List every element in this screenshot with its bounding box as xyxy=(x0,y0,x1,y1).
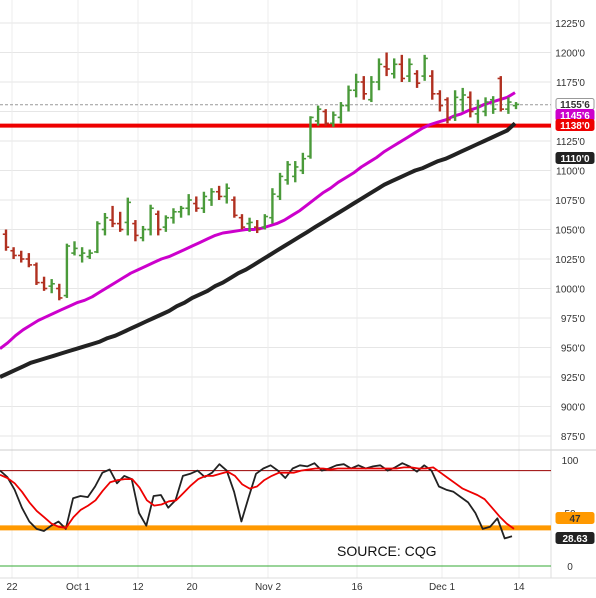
y-tick-label: 925'0 xyxy=(561,373,586,384)
x-tick-label: Nov 2 xyxy=(255,582,282,593)
y-tick-label: 975'0 xyxy=(561,314,586,325)
reference-lines xyxy=(0,104,551,567)
price-badge-label: 1110'0 xyxy=(560,154,590,165)
osc-y-tick-label: 0 xyxy=(567,562,573,573)
y-tick-label: 1125'0 xyxy=(556,137,585,148)
source-note: SOURCE: CQG xyxy=(337,543,437,559)
x-tick-label: Dec 1 xyxy=(429,582,456,593)
osc-badge-bg xyxy=(555,532,595,544)
moving-average-lines xyxy=(0,91,517,379)
osc-badge-bg xyxy=(555,512,595,524)
y-tick-label: 875'0 xyxy=(561,432,586,443)
y-tick-label: 900'0 xyxy=(561,403,586,414)
y-tick-label: 1225'0 xyxy=(555,19,585,30)
y-tick-label: 1025'0 xyxy=(555,255,585,266)
y-tick-label: 1100'0 xyxy=(556,167,585,178)
y-tick-label: 1050'0 xyxy=(555,226,585,237)
osc-slow-series xyxy=(0,466,515,530)
x-tick-label: 20 xyxy=(186,582,198,593)
osc-badge-label: 47 xyxy=(569,514,581,525)
x-tick-label: Oct 1 xyxy=(66,582,90,593)
y-tick-label: 1175'0 xyxy=(556,78,585,89)
x-tick-label: 14 xyxy=(513,582,525,593)
y-tick-label: 1200'0 xyxy=(555,49,585,60)
x-tick-label: 16 xyxy=(351,582,363,593)
oscillator-lines xyxy=(0,462,515,540)
x-tick-label: 22 xyxy=(6,582,18,593)
ma-slow-series xyxy=(0,121,517,379)
y-tick-label: 950'0 xyxy=(561,344,586,355)
price-badge-label: 1138'0 xyxy=(560,121,590,132)
price-badge-label: 1155'6 xyxy=(560,100,590,111)
grid-lines xyxy=(0,0,596,579)
price-badge-label: 1145'6 xyxy=(560,111,590,122)
osc-badge-label: 28.63 xyxy=(562,534,587,545)
osc-y-tick-label: 100 xyxy=(562,456,579,467)
y-tick-label: 1000'0 xyxy=(555,285,585,296)
price-badge-bg xyxy=(555,119,595,131)
price-badge-bg xyxy=(555,152,595,164)
y-tick-label: 1075'0 xyxy=(555,196,585,207)
osc-fast-series xyxy=(0,462,513,540)
x-tick-label: 12 xyxy=(132,582,144,593)
price-bars xyxy=(2,52,520,301)
